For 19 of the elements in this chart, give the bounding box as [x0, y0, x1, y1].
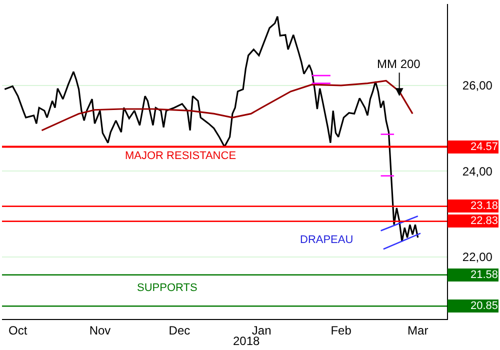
ref-line-label: 24.57	[470, 141, 498, 153]
annotation: SUPPORTS	[137, 282, 198, 294]
ref-line-label: 22.83	[470, 215, 498, 227]
ref-line-label: 21.58	[470, 269, 498, 281]
x-tick-label: Nov	[89, 323, 111, 338]
ref-line-label: 20.85	[470, 300, 498, 312]
line-series	[40, 80, 414, 132]
x-tick-label: Feb	[330, 323, 352, 338]
x-tick-label: Oct	[8, 323, 28, 338]
y-tick-label: 24,00	[462, 164, 493, 178]
annotation: DRAPEAU	[300, 234, 354, 246]
line-series	[4, 16, 419, 242]
x-tick-label: Dec	[168, 323, 190, 338]
annotation: MAJOR RESISTANCE	[125, 150, 236, 162]
ref-line-label: 23.18	[470, 200, 498, 212]
annotation: MM 200	[377, 57, 421, 71]
x-tick-label: Mar	[408, 323, 428, 338]
y-tick-label: 26,00	[462, 78, 493, 93]
y-tick-label: 22,00	[462, 250, 493, 264]
